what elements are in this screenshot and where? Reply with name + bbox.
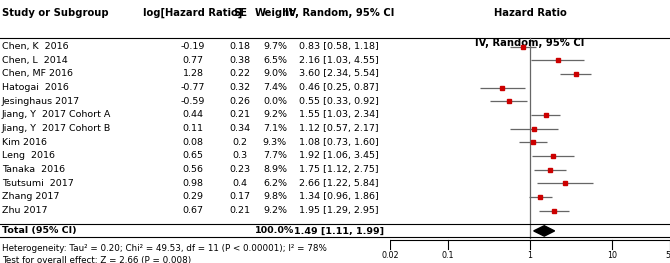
Polygon shape — [534, 226, 555, 236]
Text: Zhu 2017: Zhu 2017 — [2, 206, 48, 215]
Text: 1.08 [0.73, 1.60]: 1.08 [0.73, 1.60] — [299, 138, 379, 147]
Text: Jesinghaus 2017: Jesinghaus 2017 — [2, 97, 80, 106]
Text: 10: 10 — [608, 251, 617, 260]
Text: 3.60 [2.34, 5.54]: 3.60 [2.34, 5.54] — [299, 69, 379, 78]
Text: Tsutsumi  2017: Tsutsumi 2017 — [2, 179, 74, 188]
Text: 0.29: 0.29 — [182, 193, 204, 201]
Text: 0.0%: 0.0% — [263, 97, 287, 106]
Text: Jiang, Y  2017 Cohort A: Jiang, Y 2017 Cohort A — [2, 110, 111, 119]
Text: 0.21: 0.21 — [229, 110, 251, 119]
Text: 7.7%: 7.7% — [263, 151, 287, 160]
Text: log[Hazard Ratio]: log[Hazard Ratio] — [143, 8, 243, 18]
Text: SE: SE — [232, 8, 247, 18]
Text: 0.22: 0.22 — [229, 69, 251, 78]
Text: 6.5%: 6.5% — [263, 56, 287, 65]
Text: Chen, MF 2016: Chen, MF 2016 — [2, 69, 73, 78]
Text: 1.95 [1.29, 2.95]: 1.95 [1.29, 2.95] — [299, 206, 379, 215]
Text: 0.02: 0.02 — [381, 251, 399, 260]
Text: 1: 1 — [527, 251, 533, 260]
Text: 0.17: 0.17 — [229, 193, 251, 201]
Text: 0.23: 0.23 — [229, 165, 251, 174]
Text: 9.2%: 9.2% — [263, 110, 287, 119]
Text: 6.2%: 6.2% — [263, 179, 287, 188]
Text: Leng  2016: Leng 2016 — [2, 151, 55, 160]
Text: 1.34 [0.96, 1.86]: 1.34 [0.96, 1.86] — [299, 193, 379, 201]
Text: 0.67: 0.67 — [182, 206, 204, 215]
Text: 0.08: 0.08 — [182, 138, 204, 147]
Text: 1.49 [1.11, 1.99]: 1.49 [1.11, 1.99] — [294, 226, 385, 235]
Text: 8.9%: 8.9% — [263, 165, 287, 174]
Text: Kim 2016: Kim 2016 — [2, 138, 47, 147]
Text: 0.98: 0.98 — [182, 179, 204, 188]
Text: 0.18: 0.18 — [229, 42, 251, 51]
Text: 100.0%: 100.0% — [255, 226, 295, 235]
Text: Chen, L  2014: Chen, L 2014 — [2, 56, 68, 65]
Text: 0.77: 0.77 — [182, 56, 204, 65]
Text: Study or Subgroup: Study or Subgroup — [2, 8, 109, 18]
Text: 0.65: 0.65 — [182, 151, 204, 160]
Text: Weight: Weight — [255, 8, 295, 18]
Text: 1.92 [1.06, 3.45]: 1.92 [1.06, 3.45] — [299, 151, 379, 160]
Text: 0.44: 0.44 — [182, 110, 204, 119]
Text: 1.75 [1.12, 2.75]: 1.75 [1.12, 2.75] — [299, 165, 379, 174]
Text: Jiang, Y  2017 Cohort B: Jiang, Y 2017 Cohort B — [2, 124, 111, 133]
Text: -0.59: -0.59 — [181, 97, 205, 106]
Text: Total (95% CI): Total (95% CI) — [2, 226, 76, 235]
Text: 0.21: 0.21 — [229, 206, 251, 215]
Text: 7.4%: 7.4% — [263, 83, 287, 92]
Text: 50: 50 — [665, 251, 670, 260]
Text: 9.7%: 9.7% — [263, 42, 287, 51]
Text: 0.3: 0.3 — [232, 151, 247, 160]
Text: IV, Random, 95% CI: IV, Random, 95% CI — [285, 8, 394, 18]
Text: Hatogai  2016: Hatogai 2016 — [2, 83, 69, 92]
Text: 0.32: 0.32 — [229, 83, 251, 92]
Text: 0.55 [0.33, 0.92]: 0.55 [0.33, 0.92] — [299, 97, 379, 106]
Text: 9.3%: 9.3% — [263, 138, 287, 147]
Text: 1.12 [0.57, 2.17]: 1.12 [0.57, 2.17] — [299, 124, 379, 133]
Text: 0.56: 0.56 — [182, 165, 204, 174]
Text: 2.16 [1.03, 4.55]: 2.16 [1.03, 4.55] — [299, 56, 379, 65]
Text: 0.83 [0.58, 1.18]: 0.83 [0.58, 1.18] — [299, 42, 379, 51]
Text: 7.1%: 7.1% — [263, 124, 287, 133]
Text: Heterogeneity: Tau² = 0.20; Chi² = 49.53, df = 11 (P < 0.00001); I² = 78%: Heterogeneity: Tau² = 0.20; Chi² = 49.53… — [2, 244, 327, 253]
Text: -0.19: -0.19 — [181, 42, 205, 51]
Text: 0.26: 0.26 — [229, 97, 251, 106]
Text: Tanaka  2016: Tanaka 2016 — [2, 165, 65, 174]
Text: 0.1: 0.1 — [442, 251, 454, 260]
Text: 9.2%: 9.2% — [263, 206, 287, 215]
Text: 0.4: 0.4 — [232, 179, 247, 188]
Text: 0.46 [0.25, 0.87]: 0.46 [0.25, 0.87] — [299, 83, 379, 92]
Text: 9.0%: 9.0% — [263, 69, 287, 78]
Text: Zhang 2017: Zhang 2017 — [2, 193, 60, 201]
Text: IV, Random, 95% CI: IV, Random, 95% CI — [475, 38, 585, 48]
Text: 1.55 [1.03, 2.34]: 1.55 [1.03, 2.34] — [299, 110, 379, 119]
Text: 0.34: 0.34 — [229, 124, 251, 133]
Text: 0.11: 0.11 — [182, 124, 204, 133]
Text: Chen, K  2016: Chen, K 2016 — [2, 42, 68, 51]
Text: -0.77: -0.77 — [181, 83, 205, 92]
Text: 2.66 [1.22, 5.84]: 2.66 [1.22, 5.84] — [299, 179, 379, 188]
Text: 0.2: 0.2 — [232, 138, 247, 147]
Text: 0.38: 0.38 — [229, 56, 251, 65]
Text: Hazard Ratio: Hazard Ratio — [494, 8, 566, 18]
Text: 9.8%: 9.8% — [263, 193, 287, 201]
Text: Test for overall effect: Z = 2.66 (P = 0.008): Test for overall effect: Z = 2.66 (P = 0… — [2, 256, 191, 263]
Text: 1.28: 1.28 — [182, 69, 204, 78]
